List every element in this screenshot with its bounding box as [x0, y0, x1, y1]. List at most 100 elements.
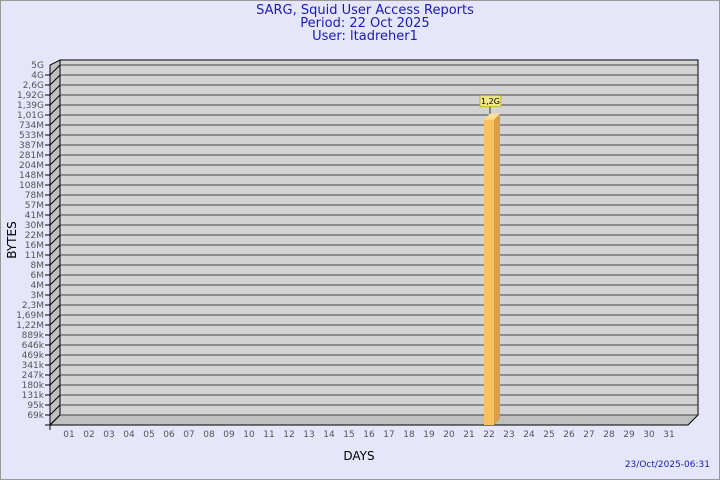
- x-tick-label: 25: [543, 430, 554, 440]
- y-tick-diagonal: [49, 394, 61, 406]
- y-tick-diagonal: [49, 274, 61, 286]
- y-tick-diagonal: [49, 224, 61, 236]
- y-tick-diagonal: [49, 174, 61, 186]
- y-tick-label: 1,92G: [17, 91, 44, 101]
- x-tick-label: 10: [243, 430, 255, 440]
- y-tick-label: 889k: [22, 331, 45, 341]
- y-tick-label: 1,69M: [16, 311, 44, 321]
- x-tick-label: 04: [123, 430, 135, 440]
- y-axis-label: BYTES: [5, 221, 19, 258]
- y-tick-label: 57M: [25, 201, 44, 211]
- y-tick-label: 734M: [19, 121, 44, 131]
- y-tick-label: 69k: [27, 411, 44, 421]
- y-tick-label: 30M: [25, 221, 44, 231]
- y-tick-diagonal: [49, 314, 61, 326]
- floor: [48, 414, 700, 426]
- x-tick-label: 17: [383, 430, 394, 440]
- chart-user: User: ltadreher1: [312, 29, 418, 44]
- x-tick-label: 12: [283, 430, 294, 440]
- y-tick-label: 281M: [19, 151, 44, 161]
- y-tick-diagonal: [49, 384, 61, 396]
- y-tick-diagonal: [49, 254, 61, 266]
- y-tick-diagonal: [49, 324, 61, 336]
- y-tick-diagonal: [49, 304, 61, 316]
- x-tick-label: 27: [583, 430, 594, 440]
- x-tick-label: 26: [563, 430, 575, 440]
- x-tick-label: 31: [663, 430, 674, 440]
- y-tick-label: 4G: [31, 71, 44, 81]
- x-tick-label: 19: [423, 430, 435, 440]
- y-tick-label: 108M: [19, 181, 44, 191]
- y-tick-diagonal: [49, 284, 61, 296]
- y-tick-label: 131k: [22, 391, 45, 401]
- y-tick-label: 148M: [19, 171, 44, 181]
- y-tick-diagonal: [49, 214, 61, 226]
- y-tick-diagonal: [49, 104, 61, 116]
- y-tick-label: 387M: [19, 141, 44, 151]
- y-tick-diagonal: [49, 154, 61, 166]
- y-tick-diagonal: [49, 364, 61, 376]
- x-tick-label: 22: [483, 430, 494, 440]
- x-axis-label: DAYS: [343, 449, 374, 463]
- y-tick-diagonal: [49, 264, 61, 276]
- y-tick-diagonal: [49, 194, 61, 206]
- x-tick-label: 09: [223, 430, 235, 440]
- x-tick-label: 30: [643, 430, 655, 440]
- x-tick-label: 11: [263, 430, 274, 440]
- y-tick-label: 180k: [22, 381, 45, 391]
- bar-side-day-22: [494, 113, 500, 426]
- y-tick-diagonal: [49, 354, 61, 366]
- y-tick-label: 469k: [22, 351, 45, 361]
- y-tick-label: 16M: [25, 241, 44, 251]
- y-tick-label: 6M: [31, 271, 45, 281]
- y-tick-diagonal: [49, 334, 61, 346]
- x-tick-label: 24: [523, 430, 535, 440]
- x-tick-label: 15: [343, 430, 354, 440]
- y-tick-label: 3M: [31, 291, 45, 301]
- x-tick-label: 07: [183, 430, 194, 440]
- y-tick-label: 78M: [25, 191, 44, 201]
- y-tick-diagonal: [49, 294, 61, 306]
- y-tick-diagonal: [49, 204, 61, 216]
- y-tick-label: 2,3M: [22, 301, 44, 311]
- x-tick-label: 01: [63, 430, 74, 440]
- data-label: 1,2G: [481, 97, 500, 106]
- y-tick-label: 8M: [31, 261, 45, 271]
- y-tick-label: 1,39G: [17, 101, 44, 111]
- data-label-box: [479, 95, 502, 108]
- y-tick-label: 1,01G: [17, 111, 44, 121]
- y-tick-label: 41M: [25, 211, 44, 221]
- x-tick-label: 23: [503, 430, 514, 440]
- x-tick-label: 16: [363, 430, 375, 440]
- y-tick-diagonal: [49, 404, 61, 416]
- y-tick-diagonal: [49, 234, 61, 246]
- y-tick-label: 533M: [19, 131, 44, 141]
- y-tick-label: 341k: [22, 361, 45, 371]
- bar-top-day-22: [484, 113, 500, 120]
- y-tick-diagonal: [49, 124, 61, 136]
- y-tick-label: 2,6G: [23, 81, 44, 91]
- x-tick-label: 18: [403, 430, 415, 440]
- y-tick-label: 5G: [31, 61, 44, 71]
- y-tick-label: 4M: [31, 281, 45, 291]
- y-tick-diagonal: [49, 94, 61, 106]
- y-tick-diagonal: [49, 144, 61, 156]
- x-tick-label: 21: [463, 430, 474, 440]
- y-tick-diagonal: [49, 244, 61, 256]
- x-tick-label: 03: [103, 430, 114, 440]
- y-tick-diagonal: [49, 344, 61, 356]
- y-tick-diagonal: [49, 414, 61, 426]
- y-tick-diagonal: [49, 64, 61, 76]
- y-tick-label: 204M: [19, 161, 44, 171]
- generated-timestamp: 23/Oct/2025-06:31: [624, 460, 710, 470]
- y-tick-label: 247k: [22, 371, 45, 381]
- y-tick-diagonal: [49, 184, 61, 196]
- y-tick-diagonal: [49, 74, 61, 86]
- y-tick-label: 646k: [22, 341, 45, 351]
- x-tick-label: 02: [83, 430, 94, 440]
- x-tick-label: 20: [443, 430, 455, 440]
- y-tick-label: 1,22M: [16, 321, 44, 331]
- x-tick-label: 08: [203, 430, 215, 440]
- x-tick-label: 14: [323, 430, 335, 440]
